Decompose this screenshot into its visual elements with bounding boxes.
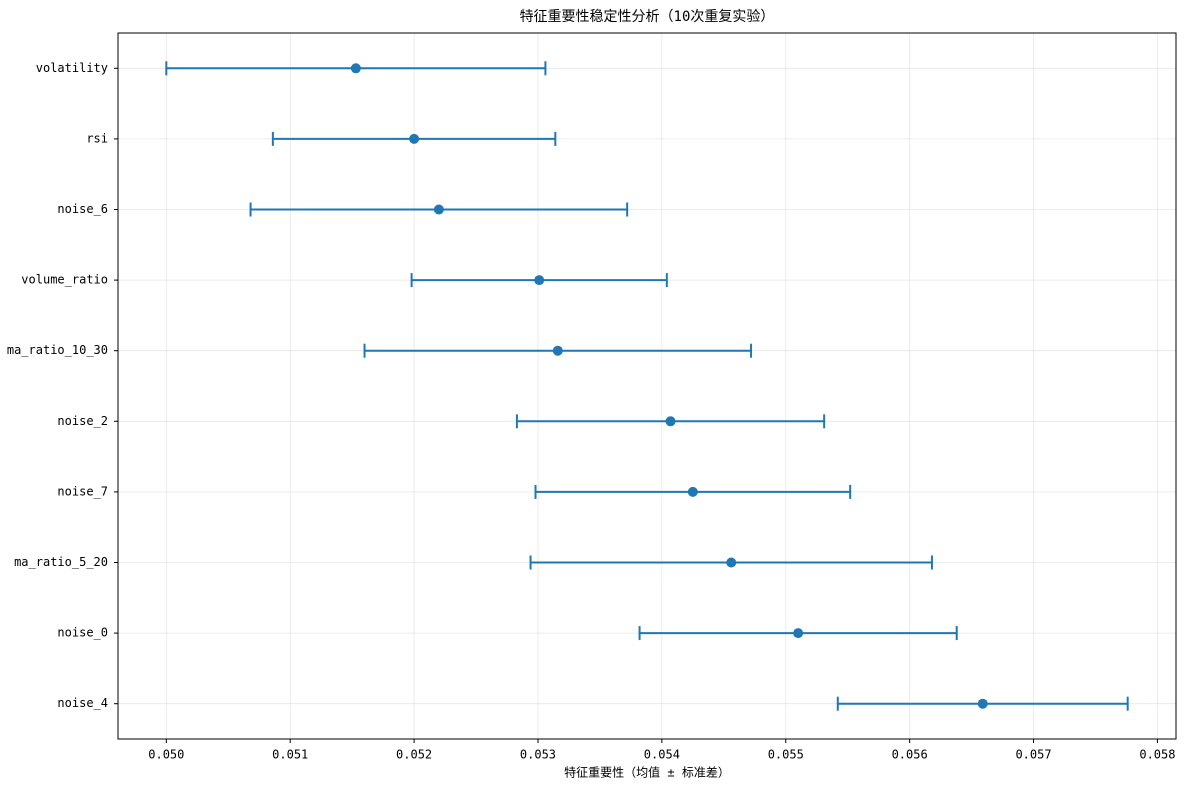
y-tick-label: noise_6 [57,202,108,216]
x-tick-label: 0.054 [644,748,680,762]
mean-marker [409,133,420,144]
y-tick-label: ma_ratio_5_20 [14,555,108,569]
chart-title: 特征重要性稳定性分析（10次重复实验） [520,8,775,25]
y-tick-label: noise_0 [57,626,108,640]
mean-marker [552,345,563,356]
plot-frame [117,32,1177,740]
x-tick-label: 0.057 [1015,748,1051,762]
x-tick-label: 0.058 [1139,748,1175,762]
x-tick-label: 0.051 [272,748,308,762]
x-tick-label: 0.055 [768,748,804,762]
y-tick-label: volume_ratio [21,273,108,287]
x-tick-label: 0.053 [520,748,556,762]
x-tick-label: 0.052 [396,748,432,762]
mean-marker [977,698,988,709]
mean-marker [687,486,698,497]
x-tick-label: 0.050 [148,748,184,762]
y-tick-label: noise_2 [57,414,108,428]
x-axis-label: 特征重要性（均值 ± 标准差） [564,765,730,780]
mean-marker [534,275,545,286]
y-tick-label: rsi [86,131,108,145]
mean-marker [350,63,361,74]
y-tick-label: noise_7 [57,484,108,498]
mean-marker [793,628,804,639]
x-tick-label: 0.056 [892,748,928,762]
y-tick-label: ma_ratio_10_30 [7,343,108,357]
y-tick-label: volatility [36,61,108,75]
y-tick-label: noise_4 [57,696,108,710]
mean-marker [433,204,444,215]
mean-marker [665,416,676,427]
mean-marker [726,557,737,568]
